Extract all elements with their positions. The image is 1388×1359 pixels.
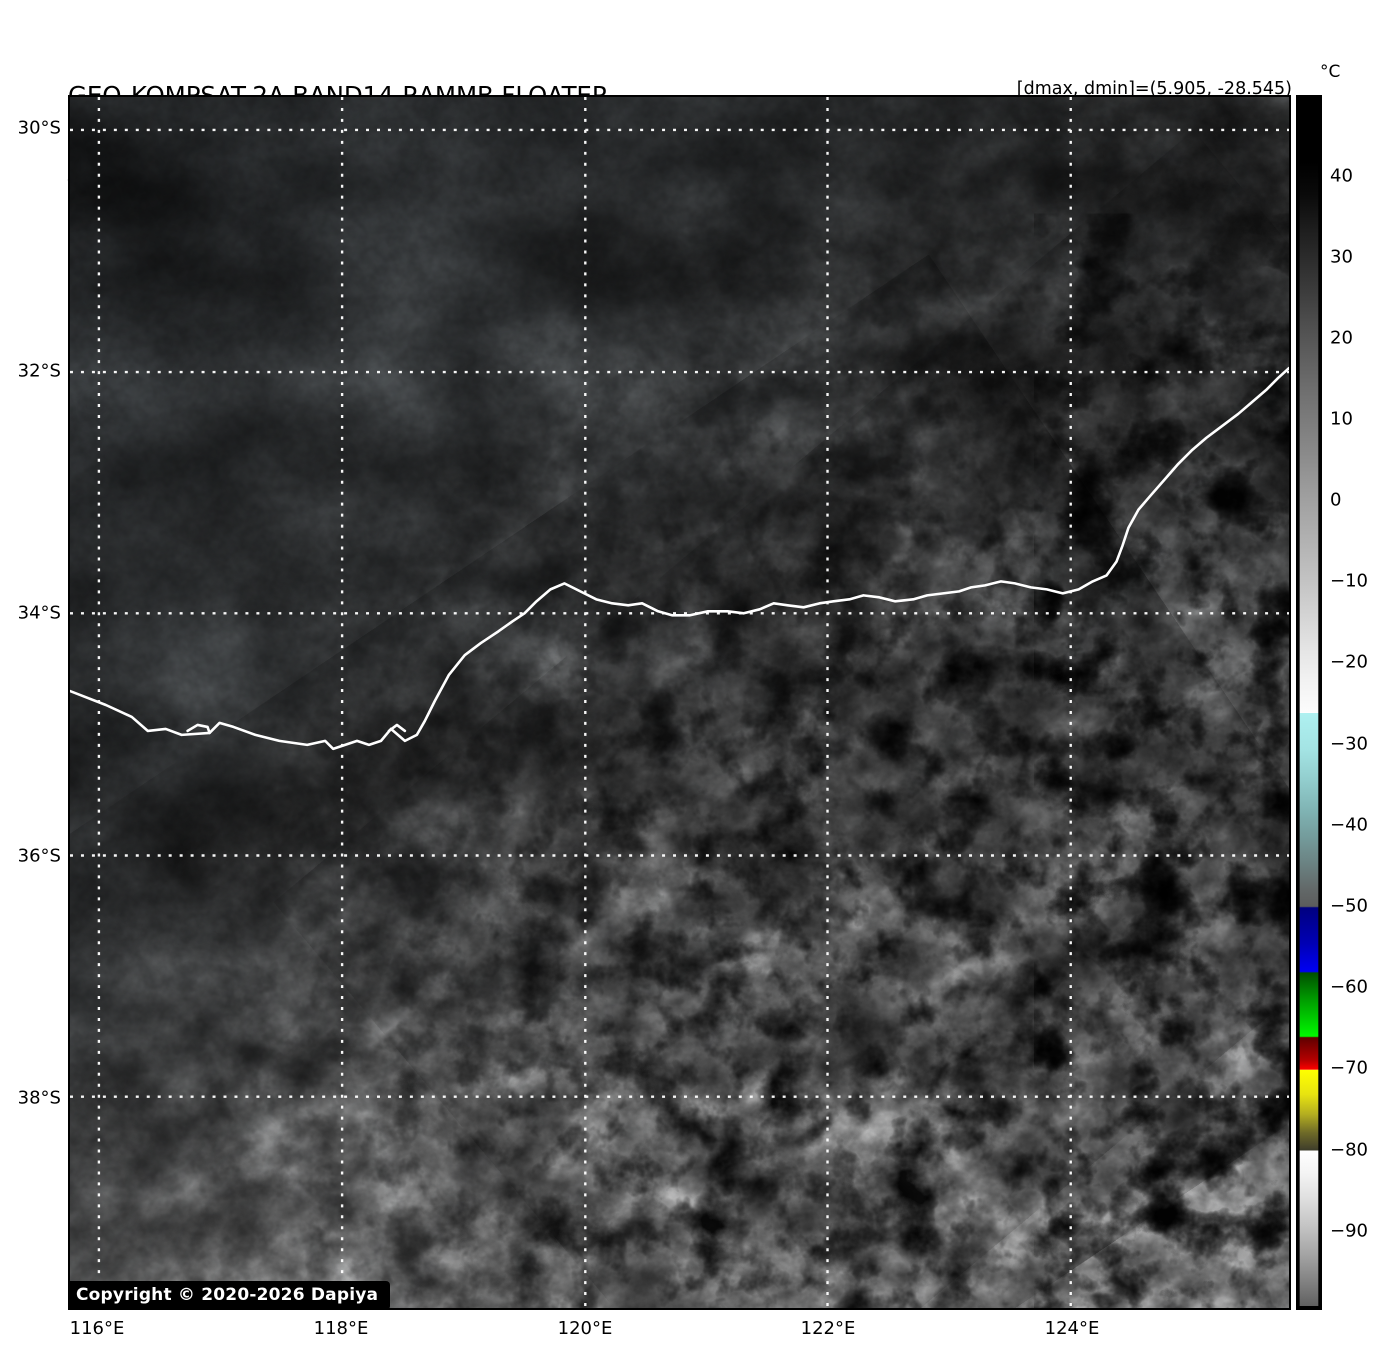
colorbar-tick-neg90: −90 [1330,1220,1368,1242]
y-axis-tick-36S: 36°S [17,845,61,867]
x-axis-tick-124E: 124°E [1044,1318,1100,1339]
copyright-badge: Copyright © 2020-2026 Dapiya [70,1281,391,1308]
colorbar-tick-10: 10 [1330,408,1353,430]
y-axis-tick-32S: 32°S [17,360,61,382]
colorbar-tick-0: 0 [1330,489,1342,511]
y-axis-tick-38S: 38°S [17,1087,61,1109]
colorbar-units-label: °C [1320,62,1341,82]
colorbar-tick-neg50: −50 [1330,895,1368,917]
colorbar-tick-neg10: −10 [1330,570,1368,592]
colorbar-tick-40: 40 [1330,165,1353,187]
colorbar-tick-30: 30 [1330,246,1353,268]
x-axis-tick-116E: 116°E [69,1318,125,1339]
satellite-imagery [70,97,1289,1308]
y-axis-tick-30S: 30°S [17,117,61,139]
colorbar-tick-neg20: −20 [1330,651,1368,673]
colorbar-gradient [1296,95,1322,1310]
y-axis-tick-34S: 34°S [17,602,61,624]
satellite-image-plot[interactable]: Copyright © 2020-2026 Dapiya [68,95,1291,1310]
x-axis-tick-120E: 120°E [557,1318,613,1339]
dmax-dmin-readout: [dmax, dmin]=(5.905, -28.545) [1016,79,1292,99]
colorbar-tick-neg80: −80 [1330,1139,1368,1161]
colorbar-tick-neg60: −60 [1330,976,1368,998]
colorbar-tick-neg40: −40 [1330,814,1368,836]
x-axis-tick-118E: 118°E [313,1318,369,1339]
colorbar-tick-neg30: −30 [1330,733,1368,755]
colorbar[interactable] [1296,95,1322,1310]
x-axis-tick-122E: 122°E [800,1318,856,1339]
colorbar-tick-neg70: −70 [1330,1057,1368,1079]
colorbar-tick-20: 20 [1330,327,1353,349]
